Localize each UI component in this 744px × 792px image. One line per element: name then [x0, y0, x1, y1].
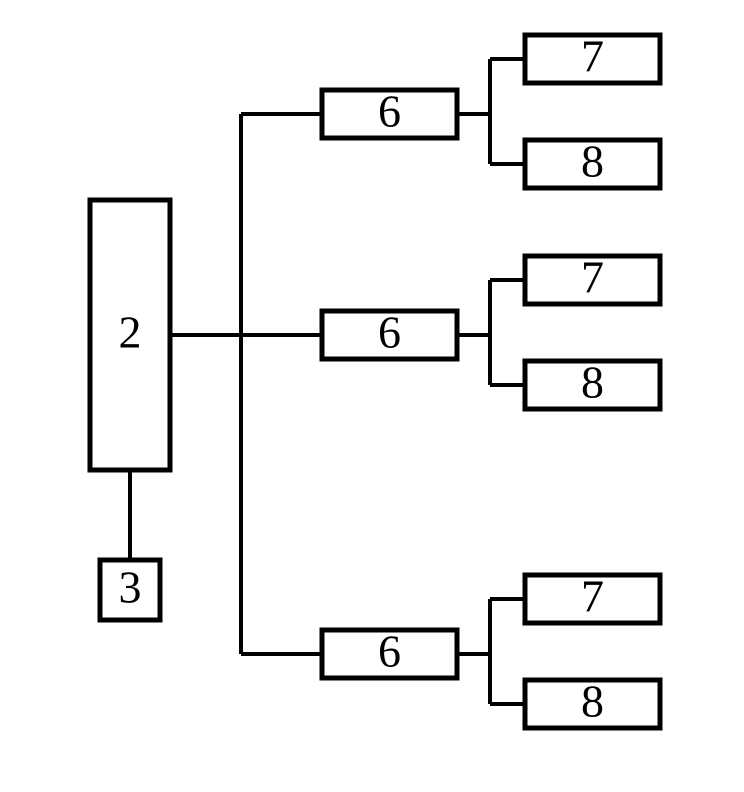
- node-8-b2: 8: [525, 357, 660, 409]
- node-8-b3-label: 8: [581, 676, 604, 727]
- node-7-b1-label: 7: [581, 31, 604, 82]
- node-7-b3-label: 7: [581, 571, 604, 622]
- node-6-b2-label: 6: [378, 307, 401, 358]
- node-8-b1: 8: [525, 136, 660, 188]
- node-6-b2: 6: [322, 307, 457, 359]
- node-2-label: 2: [119, 307, 142, 358]
- node-7-b2: 7: [525, 252, 660, 304]
- node-8-b3: 8: [525, 676, 660, 728]
- diagram-canvas: 2 3 6 7 8 6: [0, 0, 744, 792]
- node-8-b2-label: 8: [581, 357, 604, 408]
- node-2: 2: [90, 200, 170, 470]
- node-6-b3: 6: [322, 626, 457, 678]
- node-7-b3: 7: [525, 571, 660, 623]
- boxes-group: 2 3 6 7 8 6: [90, 31, 660, 728]
- node-6-b1-label: 6: [378, 86, 401, 137]
- edges-group: [130, 59, 525, 704]
- node-7-b1: 7: [525, 31, 660, 83]
- node-8-b1-label: 8: [581, 136, 604, 187]
- node-7-b2-label: 7: [581, 252, 604, 303]
- node-6-b3-label: 6: [378, 626, 401, 677]
- node-3: 3: [100, 560, 160, 620]
- node-6-b1: 6: [322, 86, 457, 138]
- node-3-label: 3: [119, 562, 142, 613]
